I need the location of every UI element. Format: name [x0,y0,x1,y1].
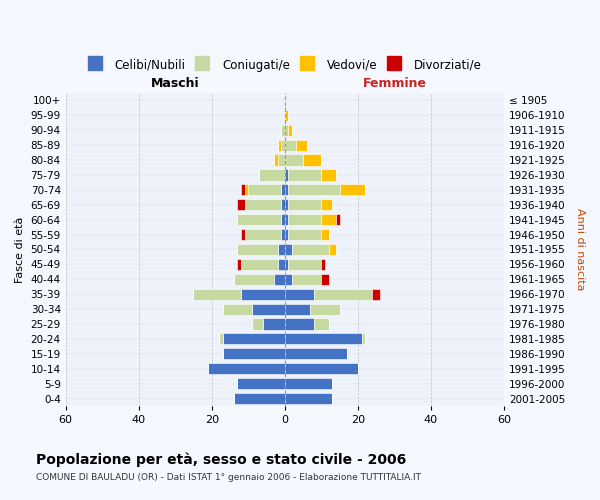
Bar [303,154,322,166]
Bar [362,334,365,344]
Bar [340,184,365,196]
Bar [322,199,332,210]
Bar [241,288,285,300]
Bar [274,154,278,166]
Bar [241,229,245,240]
Bar [322,274,329,285]
Bar [278,244,285,255]
Bar [285,110,289,121]
Bar [252,304,285,314]
Bar [336,214,340,226]
Bar [281,214,285,226]
Bar [281,199,285,210]
Bar [238,378,285,389]
Bar [241,259,278,270]
Bar [285,348,347,360]
Bar [223,304,252,314]
Bar [310,304,340,314]
Bar [285,184,289,196]
Bar [245,199,281,210]
Bar [285,124,289,136]
Y-axis label: Anni di nascita: Anni di nascita [575,208,585,290]
Bar [263,318,285,330]
Y-axis label: Fasce di età: Fasce di età [15,216,25,282]
Bar [289,259,322,270]
Bar [252,318,263,330]
Bar [233,393,285,404]
Bar [285,363,358,374]
Bar [238,214,281,226]
Bar [223,334,285,344]
Bar [289,229,322,240]
Bar [285,244,292,255]
Bar [289,199,322,210]
Bar [322,170,336,180]
Bar [208,363,285,374]
Bar [285,304,310,314]
Bar [219,334,223,344]
Bar [281,184,285,196]
Bar [314,318,329,330]
Bar [238,259,241,270]
Bar [285,199,289,210]
Bar [285,214,289,226]
Bar [259,170,285,180]
Bar [329,244,336,255]
Bar [285,259,289,270]
Bar [278,154,285,166]
Bar [274,274,285,285]
Text: Popolazione per età, sesso e stato civile - 2006: Popolazione per età, sesso e stato civil… [36,452,406,467]
Bar [245,229,281,240]
Bar [223,348,285,360]
Bar [289,124,292,136]
Bar [292,244,329,255]
Bar [285,170,289,180]
Bar [289,170,322,180]
Bar [285,318,314,330]
Bar [289,184,340,196]
Bar [322,259,325,270]
Bar [322,229,329,240]
Bar [281,229,285,240]
Bar [289,214,322,226]
Bar [238,244,278,255]
Bar [285,378,332,389]
Bar [285,154,303,166]
Bar [292,274,322,285]
Bar [373,288,380,300]
Bar [281,124,285,136]
Bar [285,229,289,240]
Text: Femmine: Femmine [362,77,427,90]
Bar [285,274,292,285]
Bar [278,259,285,270]
Bar [296,140,307,150]
Bar [285,288,314,300]
Text: COMUNE DI BAULADU (OR) - Dati ISTAT 1° gennaio 2006 - Elaborazione TUTTITALIA.IT: COMUNE DI BAULADU (OR) - Dati ISTAT 1° g… [36,472,421,482]
Bar [322,214,336,226]
Bar [314,288,373,300]
Bar [278,140,281,150]
Bar [238,199,245,210]
Bar [281,140,285,150]
Text: Maschi: Maschi [151,77,200,90]
Legend: Celibi/Nubili, Coniugati/e, Vedovi/e, Divorziati/e: Celibi/Nubili, Coniugati/e, Vedovi/e, Di… [84,55,485,75]
Bar [285,334,362,344]
Bar [233,274,274,285]
Bar [193,288,241,300]
Bar [248,184,281,196]
Bar [285,140,296,150]
Bar [285,393,332,404]
Bar [245,184,248,196]
Bar [241,184,245,196]
